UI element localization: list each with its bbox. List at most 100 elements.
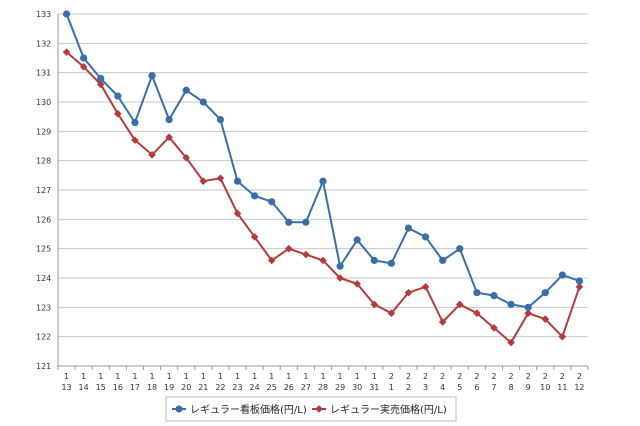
series-1-point-7 xyxy=(182,153,191,162)
series-0-point-19 xyxy=(387,259,395,267)
series-0-point-0 xyxy=(62,10,71,18)
series-0-point-18 xyxy=(370,256,378,264)
series-1-point-24 xyxy=(473,309,481,317)
x-tick-label-bottom-24: 6 xyxy=(474,383,479,392)
x-tick-label-bottom-1: 14 xyxy=(79,383,89,392)
legend-box xyxy=(165,396,457,422)
series-1-point-12 xyxy=(267,256,276,265)
y-tick-label-11: 132 xyxy=(36,39,51,48)
series-1-point-8 xyxy=(199,177,208,185)
series-1-point-11 xyxy=(250,233,259,241)
series-0-point-23 xyxy=(456,245,464,253)
x-tick-label-bottom-28: 10 xyxy=(540,383,550,392)
x-tick-label-top-8: 1 xyxy=(201,372,206,381)
legend-series-1-label: レギュラー実売価格(円/L) xyxy=(330,403,447,416)
series-1-point-4 xyxy=(131,136,139,144)
x-tick-label-top-9: 1 xyxy=(218,372,223,381)
series-0-point-3 xyxy=(114,92,122,100)
x-tick-label-bottom-14: 27 xyxy=(301,383,311,392)
x-tick-label-bottom-25: 7 xyxy=(491,383,496,392)
series-0-point-8 xyxy=(199,98,207,106)
series-0-point-7 xyxy=(182,86,190,94)
x-tick-label-top-6: 1 xyxy=(167,372,172,381)
legend-series-1-marker xyxy=(315,405,323,413)
x-tick-label-top-13: 1 xyxy=(286,372,291,381)
series-1-point-21 xyxy=(421,283,430,291)
series-0-point-17 xyxy=(353,236,361,244)
x-tick-label-top-5: 1 xyxy=(149,372,154,381)
x-tick-label-top-0: 1 xyxy=(64,372,69,381)
x-tick-label-bottom-17: 30 xyxy=(352,383,362,392)
series-1-point-23 xyxy=(455,300,464,309)
gridlines xyxy=(58,13,588,367)
series-1-point-5 xyxy=(148,151,156,159)
series-1-point-22 xyxy=(438,318,447,326)
series-1-point-18 xyxy=(370,300,379,309)
series-1-point-9 xyxy=(216,174,225,183)
x-tick-label-bottom-13: 26 xyxy=(284,383,294,392)
series-1-point-6 xyxy=(165,133,173,141)
series-1-point-3 xyxy=(114,109,122,118)
y-tick-label-5: 126 xyxy=(36,215,51,224)
x-tick-label-top-26: 2 xyxy=(509,372,514,381)
series-0-point-1 xyxy=(80,54,88,62)
legend-series-0-label: レギュラー看板価格(円/L) xyxy=(190,403,307,416)
series-0-point-14 xyxy=(302,218,310,226)
x-tick-label-bottom-7: 20 xyxy=(181,383,191,392)
x-tick-label-top-10: 1 xyxy=(235,372,240,381)
series-0-point-10 xyxy=(233,177,242,185)
series-0-point-4 xyxy=(131,118,139,127)
x-tick-label-bottom-10: 23 xyxy=(232,383,242,392)
x-tick-label-bottom-15: 28 xyxy=(318,383,328,392)
x-tick-label-top-4: 1 xyxy=(132,372,137,381)
x-tick-label-top-11: 1 xyxy=(252,372,257,381)
series-1 xyxy=(62,48,584,347)
x-tick-label-top-1: 1 xyxy=(81,372,86,381)
series-0-point-20 xyxy=(404,224,413,232)
x-tick-label-bottom-6: 19 xyxy=(164,383,174,392)
x-tick-label-bottom-4: 17 xyxy=(130,383,140,392)
x-tick-label-top-27: 2 xyxy=(526,372,531,381)
y-tick-label-4: 125 xyxy=(36,245,51,254)
series-0-point-6 xyxy=(165,116,173,124)
series-1-point-25 xyxy=(490,324,498,332)
series-0-point-29 xyxy=(558,271,566,279)
series-0-point-9 xyxy=(216,116,225,124)
y-tick-label-10: 131 xyxy=(36,69,51,78)
y-tick-label-2: 123 xyxy=(36,303,51,312)
x-axis: 1131141151161171181191201211221231241251… xyxy=(57,365,589,392)
series-1-point-26 xyxy=(507,338,515,347)
series-1-point-19 xyxy=(387,309,396,317)
series-0-point-24 xyxy=(473,289,481,297)
x-tick-label-top-18: 1 xyxy=(372,372,377,381)
x-tick-label-top-23: 2 xyxy=(457,372,462,381)
x-tick-label-top-12: 1 xyxy=(269,372,274,381)
series-1-point-10 xyxy=(233,209,242,218)
series-0-point-15 xyxy=(319,177,327,185)
series-1-point-30 xyxy=(575,283,584,291)
series-1-point-20 xyxy=(404,288,413,297)
x-tick-label-top-17: 1 xyxy=(355,372,360,381)
x-tick-label-bottom-21: 3 xyxy=(423,383,428,392)
x-tick-label-bottom-8: 21 xyxy=(198,383,208,392)
series-0-point-13 xyxy=(285,218,293,226)
series-1-point-13 xyxy=(285,244,293,253)
series-0-point-28 xyxy=(541,289,549,297)
x-tick-label-bottom-9: 22 xyxy=(215,383,225,392)
x-tick-label-top-25: 2 xyxy=(491,372,496,381)
x-tick-label-bottom-22: 4 xyxy=(440,383,445,392)
y-tick-label-0: 121 xyxy=(36,362,51,371)
x-tick-label-top-16: 1 xyxy=(338,372,343,381)
series-1-point-14 xyxy=(302,250,310,259)
x-tick-label-bottom-12: 25 xyxy=(267,383,277,392)
x-tick-label-bottom-11: 24 xyxy=(250,383,260,392)
series-layer xyxy=(62,10,584,347)
legend-series-0-marker xyxy=(175,405,183,413)
x-tick-label-top-28: 2 xyxy=(543,372,548,381)
y-axis: 121 122 123 124 125 126 127 128 129 130 131 132 133 xyxy=(36,10,59,371)
series-1-point-28 xyxy=(541,315,550,323)
series-0-point-12 xyxy=(268,198,276,206)
series-0-point-21 xyxy=(421,233,430,241)
y-tick-label-7: 128 xyxy=(36,157,51,166)
x-tick-label-top-20: 2 xyxy=(406,372,411,381)
